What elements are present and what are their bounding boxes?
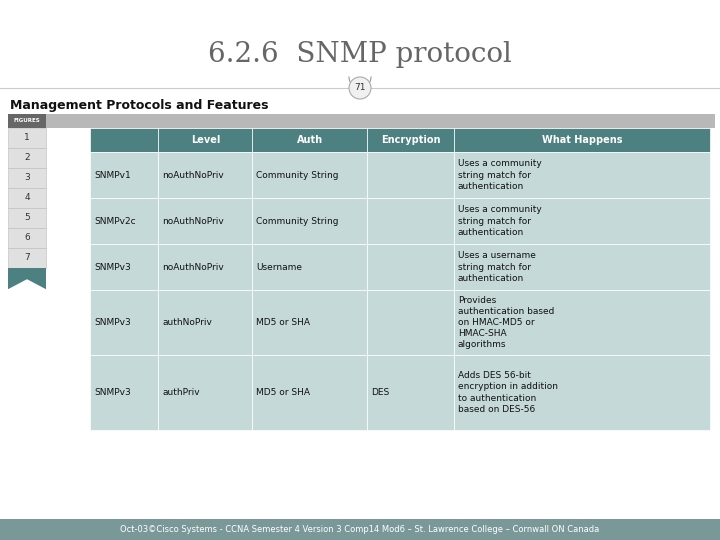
Text: noAuthNoPriv: noAuthNoPriv	[162, 262, 224, 272]
FancyBboxPatch shape	[454, 128, 710, 152]
Text: noAuthNoPriv: noAuthNoPriv	[162, 171, 224, 179]
FancyBboxPatch shape	[10, 114, 715, 128]
FancyBboxPatch shape	[454, 355, 710, 430]
Text: 4: 4	[24, 193, 30, 202]
FancyBboxPatch shape	[454, 198, 710, 244]
FancyBboxPatch shape	[0, 519, 720, 540]
Circle shape	[349, 77, 371, 99]
FancyBboxPatch shape	[158, 355, 253, 430]
FancyBboxPatch shape	[253, 290, 367, 355]
FancyBboxPatch shape	[367, 244, 454, 290]
FancyBboxPatch shape	[253, 244, 367, 290]
FancyBboxPatch shape	[90, 355, 158, 430]
FancyBboxPatch shape	[8, 168, 46, 188]
Text: 6: 6	[24, 233, 30, 242]
Text: SNMPv3: SNMPv3	[94, 388, 131, 397]
Text: SNMPv3: SNMPv3	[94, 318, 131, 327]
Text: Uses a username
string match for
authentication: Uses a username string match for authent…	[458, 252, 536, 282]
Text: DES: DES	[371, 388, 390, 397]
FancyBboxPatch shape	[253, 355, 367, 430]
Text: Community String: Community String	[256, 171, 339, 179]
FancyBboxPatch shape	[8, 228, 46, 248]
Text: SNMPv3: SNMPv3	[94, 262, 131, 272]
Text: 71: 71	[354, 84, 366, 92]
FancyBboxPatch shape	[158, 244, 253, 290]
Text: MD5 or SHA: MD5 or SHA	[256, 318, 310, 327]
FancyBboxPatch shape	[253, 198, 367, 244]
FancyBboxPatch shape	[367, 128, 454, 152]
FancyBboxPatch shape	[253, 128, 367, 152]
FancyBboxPatch shape	[90, 198, 158, 244]
FancyBboxPatch shape	[8, 128, 46, 148]
FancyBboxPatch shape	[8, 268, 46, 290]
Text: Adds DES 56-bit
encryption in addition
to authentication
based on DES-56: Adds DES 56-bit encryption in addition t…	[458, 372, 558, 414]
Text: noAuthNoPriv: noAuthNoPriv	[162, 217, 224, 226]
Text: Uses a community
string match for
authentication: Uses a community string match for authen…	[458, 205, 541, 237]
FancyBboxPatch shape	[253, 152, 367, 198]
FancyBboxPatch shape	[8, 208, 46, 228]
FancyBboxPatch shape	[367, 198, 454, 244]
FancyBboxPatch shape	[454, 290, 710, 355]
Text: Username: Username	[256, 262, 302, 272]
FancyBboxPatch shape	[90, 128, 158, 152]
Polygon shape	[8, 280, 46, 290]
Text: 7: 7	[24, 253, 30, 262]
FancyBboxPatch shape	[90, 152, 158, 198]
FancyBboxPatch shape	[158, 290, 253, 355]
FancyBboxPatch shape	[367, 290, 454, 355]
FancyBboxPatch shape	[158, 198, 253, 244]
Text: MD5 or SHA: MD5 or SHA	[256, 388, 310, 397]
FancyBboxPatch shape	[8, 188, 46, 208]
Text: Uses a community
string match for
authentication: Uses a community string match for authen…	[458, 159, 541, 191]
Text: 3: 3	[24, 173, 30, 183]
FancyBboxPatch shape	[90, 244, 158, 290]
Text: FIGURES: FIGURES	[14, 118, 40, 124]
Text: Encryption: Encryption	[381, 135, 441, 145]
Text: SNMPv1: SNMPv1	[94, 171, 131, 179]
FancyBboxPatch shape	[158, 128, 253, 152]
Text: authNoPriv: authNoPriv	[162, 318, 212, 327]
FancyBboxPatch shape	[454, 152, 710, 198]
Text: Auth: Auth	[297, 135, 323, 145]
FancyBboxPatch shape	[90, 290, 158, 355]
FancyBboxPatch shape	[8, 114, 46, 128]
Text: authPriv: authPriv	[162, 388, 200, 397]
Text: Provides
authentication based
on HMAC-MD5 or
HMAC-SHA
algorithms: Provides authentication based on HMAC-MD…	[458, 296, 554, 349]
FancyBboxPatch shape	[454, 244, 710, 290]
Text: 5: 5	[24, 213, 30, 222]
FancyBboxPatch shape	[367, 152, 454, 198]
FancyBboxPatch shape	[367, 355, 454, 430]
Text: Oct-03©Cisco Systems - CCNA Semester 4 Version 3 Comp14 Mod6 – St. Lawrence Coll: Oct-03©Cisco Systems - CCNA Semester 4 V…	[120, 525, 600, 534]
Text: 1: 1	[24, 133, 30, 143]
Text: Level: Level	[191, 135, 220, 145]
Text: 2: 2	[24, 153, 30, 163]
Text: 6.2.6  SNMP protocol: 6.2.6 SNMP protocol	[208, 42, 512, 69]
Text: Management Protocols and Features: Management Protocols and Features	[10, 99, 269, 112]
FancyBboxPatch shape	[8, 248, 46, 268]
FancyBboxPatch shape	[158, 152, 253, 198]
Text: Community String: Community String	[256, 217, 339, 226]
FancyBboxPatch shape	[8, 148, 46, 168]
Text: What Happens: What Happens	[541, 135, 622, 145]
Text: SNMPv2c: SNMPv2c	[94, 217, 135, 226]
